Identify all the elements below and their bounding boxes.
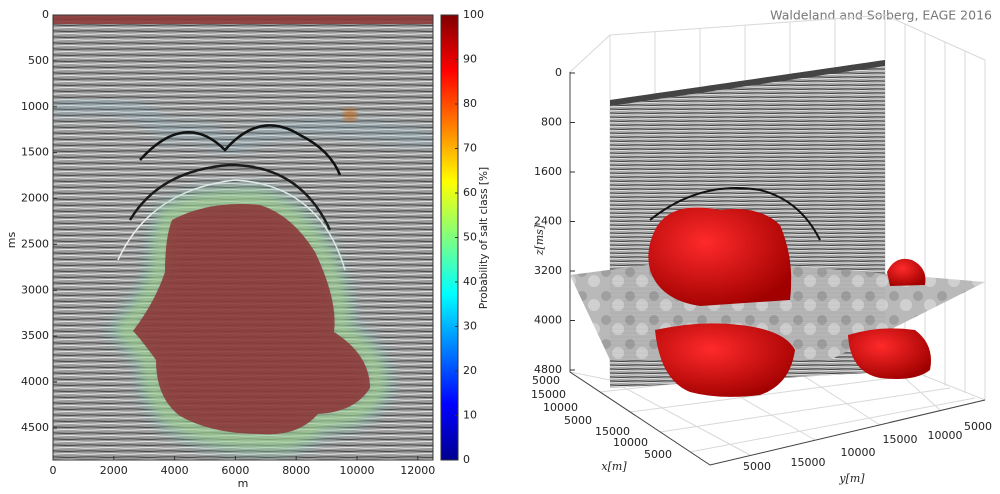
- z-tick-label: 1600: [534, 165, 562, 178]
- colorbar-tick-label: 0: [463, 453, 470, 466]
- y-axis-label: y[m]: [838, 472, 865, 485]
- colorbar-tick-label: 80: [463, 97, 477, 110]
- x-tick-label: 2000: [100, 464, 128, 477]
- x-axis-label: m: [238, 477, 249, 490]
- z-tick-label: 3200: [534, 264, 562, 277]
- y-tick-label: 2500: [21, 237, 49, 250]
- colorbar-tick-label: 10: [463, 409, 477, 422]
- x-tick-label: 15000: [531, 388, 566, 401]
- y-tick-label: 1500: [21, 146, 49, 159]
- y-axis-label: ms: [5, 232, 18, 249]
- seismic-image: [53, 15, 433, 460]
- y-tick-label: 4500: [21, 421, 49, 434]
- z-tick-label: 4000: [534, 314, 562, 327]
- colorbar-tick-label: 70: [463, 142, 477, 155]
- y-tick-label: 15000: [791, 456, 826, 469]
- x-tick-label: 8000: [282, 464, 310, 477]
- y-tick-label: 1000: [21, 100, 49, 113]
- plot-frame: [52, 14, 434, 461]
- y-tick-label: 0: [42, 8, 49, 21]
- y-tick-label: 500: [28, 54, 49, 67]
- z-tick-label: 2400: [534, 215, 562, 228]
- colorbar-tick-label: 30: [463, 320, 477, 333]
- x-axis-label: x[m]: [601, 460, 627, 473]
- colorbar-tick-label: 20: [463, 364, 477, 377]
- y-tick-label: 10000: [841, 446, 876, 459]
- x-tick-label: 4000: [161, 464, 189, 477]
- x-tick-label: 10000: [340, 464, 375, 477]
- x-tick-label: 12000: [400, 464, 435, 477]
- colorbar-tick-label: 50: [463, 231, 477, 244]
- colorbar-label: Probability of salt class [%]: [478, 167, 490, 309]
- x-tick-label: 10000: [543, 401, 578, 414]
- x-tick-label: 5000: [532, 374, 560, 387]
- x-tick-label: 10000: [613, 436, 648, 449]
- z-tick-label: 800: [541, 116, 562, 129]
- salt-bodies: [648, 207, 931, 397]
- y-tick-label: 4000: [21, 375, 49, 388]
- x-tick-label: 15000: [595, 425, 630, 438]
- colorbar-tick-label: 40: [463, 275, 477, 288]
- y-tick-label: 5000: [743, 460, 771, 473]
- y-tick-label: 10000: [928, 429, 963, 442]
- y-tick-label: 3000: [21, 283, 49, 296]
- x-tick-label: 6000: [221, 464, 249, 477]
- x-tick-label: 0: [50, 464, 57, 477]
- x-tick-label: 5000: [564, 414, 592, 427]
- z-tick-label: 0: [555, 66, 562, 79]
- y-tick-label: 3500: [21, 329, 49, 342]
- z-axis-label: z[ms]: [533, 224, 546, 256]
- colorbar-tick-label: 60: [463, 186, 477, 199]
- y-tick-label: 15000: [883, 433, 918, 446]
- z-tick-label: 4800: [534, 363, 562, 376]
- y-tick-label: 2000: [21, 192, 49, 205]
- colorbar-tick-label: 90: [463, 53, 477, 66]
- x-tick-label: 5000: [644, 448, 672, 461]
- y-tick-label: 5000: [964, 420, 992, 433]
- colorbar-tick-label: 100: [463, 8, 484, 21]
